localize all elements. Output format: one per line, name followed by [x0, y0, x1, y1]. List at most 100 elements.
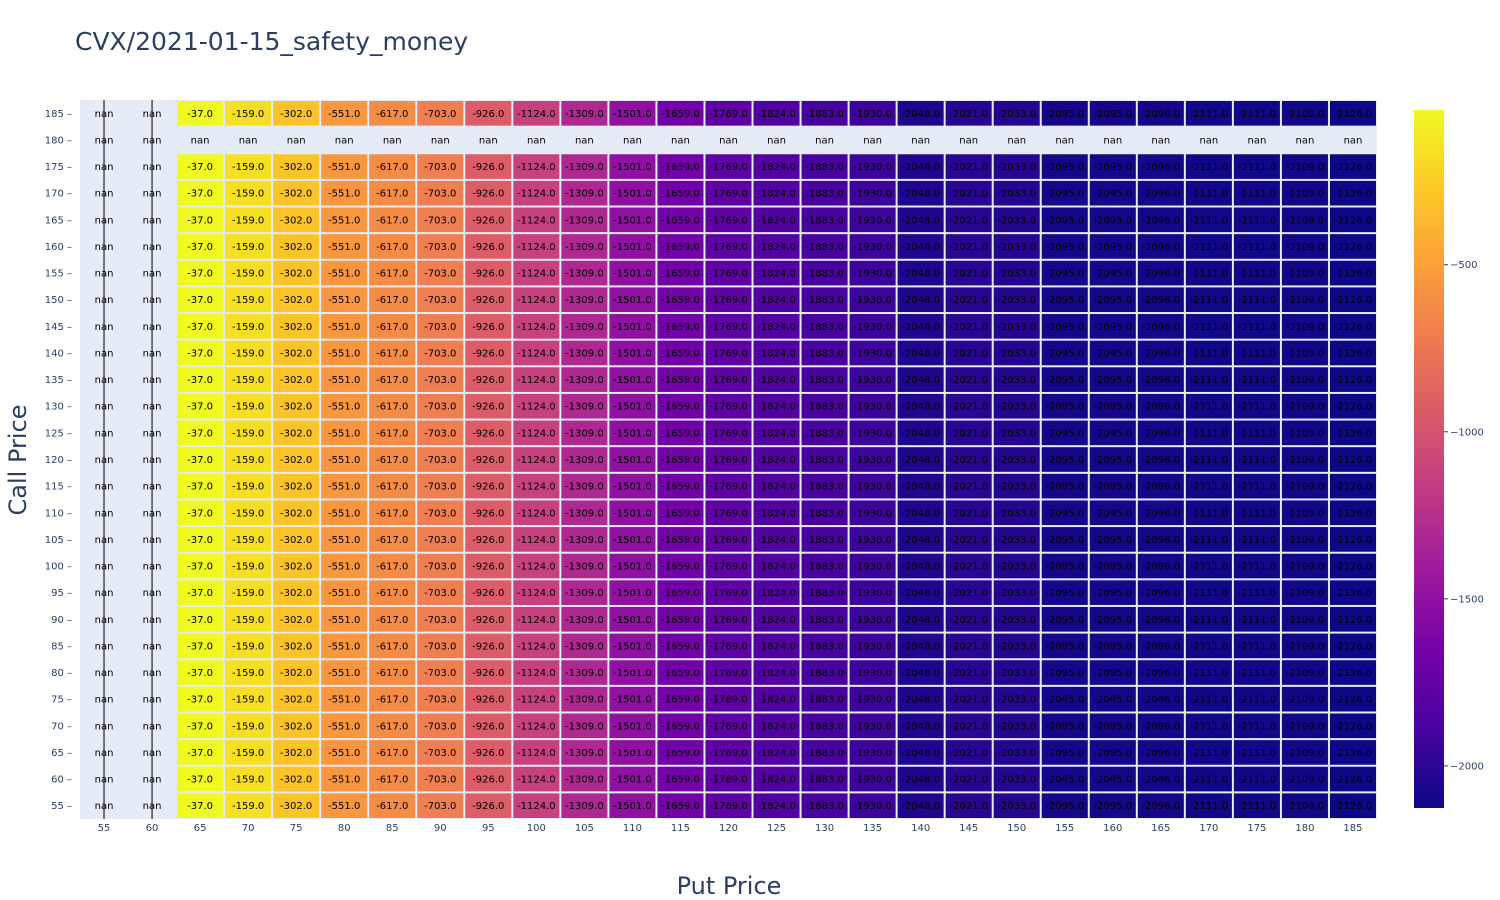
cell-value-label: -2109.0 [1286, 215, 1325, 226]
cell-value-label: -1124.0 [517, 189, 556, 200]
cell-value-label: -1124.0 [517, 801, 556, 812]
cell-value-label: -1309.0 [565, 748, 604, 759]
heatmap-cell [369, 287, 416, 313]
cell-value-label: -302.0 [280, 455, 312, 466]
heatmap-cell [897, 101, 944, 126]
heatmap-cell [753, 500, 800, 526]
cell-value-label: -1659.0 [661, 402, 700, 413]
cell-value-label: -2048.0 [901, 535, 940, 546]
cell-value-label: -926.0 [472, 668, 504, 679]
cell-value-label: -1883.0 [805, 482, 844, 493]
heatmap-cell [993, 393, 1040, 419]
cell-value-label: -1309.0 [565, 428, 604, 439]
heatmap-cell [1137, 500, 1184, 526]
cell-value-label: -1501.0 [613, 801, 652, 812]
cell-value-label: -1659.0 [661, 535, 700, 546]
heatmap-cell [369, 580, 416, 605]
cell-nan-label: nan [143, 482, 162, 493]
cell-value-label: -1124.0 [517, 508, 556, 519]
cell-value-label: -2096.0 [1142, 641, 1181, 652]
heatmap-cell [513, 154, 560, 179]
cell-value-label: -1883.0 [805, 428, 844, 439]
heatmap-cell [801, 367, 848, 392]
cell-value-label: -1883.0 [805, 109, 844, 120]
cell-value-label: -2095.0 [1093, 535, 1132, 546]
cell-value-label: -2095.0 [1045, 162, 1084, 173]
cell-nan-label: nan [191, 135, 210, 146]
heatmap-cell [1281, 660, 1328, 685]
cell-value-label: -1501.0 [613, 641, 652, 652]
cell-value-label: -2111.0 [1190, 748, 1229, 759]
heatmap-cell [801, 287, 848, 313]
cell-value-label: -2109.0 [1286, 348, 1325, 359]
cell-value-label: -302.0 [280, 348, 312, 359]
cell-value-label: -617.0 [376, 721, 408, 732]
cell-value-label: -2111.0 [1190, 695, 1229, 706]
cell-value-label: -1824.0 [757, 695, 796, 706]
cell-value-label: -551.0 [328, 109, 360, 120]
heatmap-cell [177, 260, 224, 286]
cell-value-label: -617.0 [376, 562, 408, 573]
cell-value-label: -551.0 [328, 535, 360, 546]
heatmap-cell [561, 234, 608, 259]
cell-value-label: -2033.0 [997, 189, 1036, 200]
heatmap-cell [1089, 154, 1136, 179]
cell-value-label: -2126.0 [1334, 402, 1373, 413]
y-tick-label: 170 – [45, 189, 72, 200]
cell-nan-label: nan [143, 588, 162, 599]
heatmap-cell [225, 606, 272, 632]
cell-value-label: -1659.0 [661, 615, 700, 626]
cell-value-label: -2021.0 [949, 588, 988, 599]
cell-value-label: -1769.0 [709, 508, 748, 519]
heatmap-cell [177, 766, 224, 792]
cell-value-label: -926.0 [472, 375, 504, 386]
cell-value-label: -2095.0 [1045, 695, 1084, 706]
cell-value-label: -1309.0 [565, 721, 604, 732]
cell-value-label: -2109.0 [1286, 801, 1325, 812]
heatmap-cell [1089, 740, 1136, 765]
heatmap-cell [321, 580, 368, 605]
heatmap-cell [369, 606, 416, 632]
heatmap-cell [561, 260, 608, 286]
heatmap-cell [993, 686, 1040, 712]
cell-value-label: -2111.0 [1190, 482, 1229, 493]
cell-value-label: -1769.0 [709, 748, 748, 759]
cell-value-label: -1501.0 [613, 295, 652, 306]
heatmap-cell [849, 340, 896, 366]
cell-value-label: -1824.0 [757, 455, 796, 466]
heatmap-cell [1233, 580, 1280, 605]
cell-value-label: -2096.0 [1142, 588, 1181, 599]
cell-value-label: -1824.0 [757, 375, 796, 386]
heatmap-cell [273, 287, 320, 313]
x-tick-label: 160 [1103, 823, 1122, 834]
heatmap-cell [321, 367, 368, 392]
cell-value-label: -1824.0 [757, 109, 796, 120]
cell-value-label: -2021.0 [949, 455, 988, 466]
heatmap-cell [1041, 633, 1088, 659]
cell-value-label: -2126.0 [1334, 748, 1373, 759]
heatmap-cell [1089, 101, 1136, 126]
heatmap-cell [177, 420, 224, 446]
y-tick-label: 155 – [45, 269, 72, 280]
cell-value-label: -551.0 [328, 428, 360, 439]
cell-value-label: -2096.0 [1142, 535, 1181, 546]
heatmap-cell [1329, 473, 1376, 499]
heatmap-cell [849, 447, 896, 472]
cell-value-label: -1883.0 [805, 721, 844, 732]
cell-value-label: -2033.0 [997, 721, 1036, 732]
heatmap-cell [993, 180, 1040, 206]
cell-value-label: -2021.0 [949, 482, 988, 493]
heatmap-cell [177, 686, 224, 712]
cell-value-label: -2096.0 [1142, 348, 1181, 359]
cell-value-label: -37.0 [187, 588, 213, 599]
cell-value-label: -1124.0 [517, 535, 556, 546]
heatmap-cell [657, 207, 704, 233]
heatmap-cell [513, 287, 560, 313]
cell-value-label: -2095.0 [1093, 269, 1132, 280]
heatmap-cell [177, 740, 224, 765]
cell-value-label: -1501.0 [613, 721, 652, 732]
heatmap-cell [609, 606, 656, 632]
cell-nan-label: nan [1103, 135, 1122, 146]
cell-value-label: -1769.0 [709, 348, 748, 359]
heatmap-cell [369, 740, 416, 765]
